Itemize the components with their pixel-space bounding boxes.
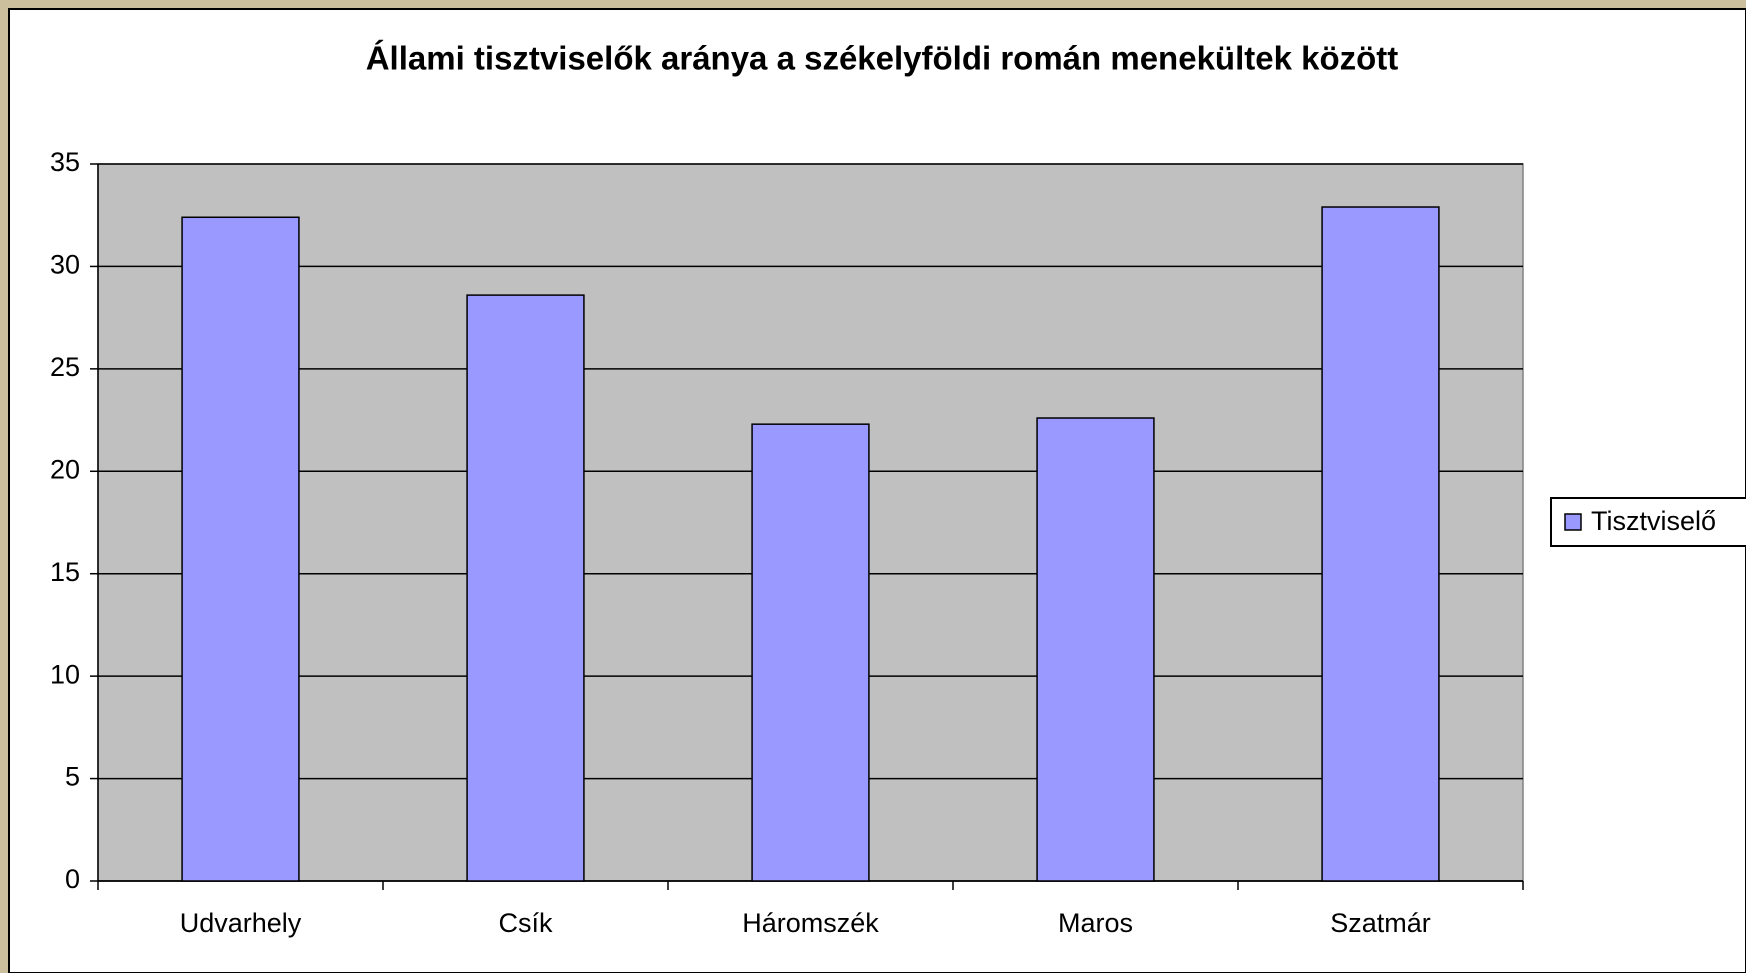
y-tick-label: 15 (50, 557, 80, 587)
x-tick-label: Udvarhely (180, 908, 302, 938)
y-tick-label: 5 (65, 762, 80, 792)
bar (181, 216, 300, 882)
y-tick-label: 10 (50, 659, 80, 689)
bar (1036, 417, 1155, 882)
x-tick-label: Szatmár (1330, 908, 1431, 938)
chart-title: Állami tisztviselők aránya a székelyföld… (366, 40, 1399, 77)
y-tick-label: 30 (50, 250, 80, 280)
y-tick-label: 20 (50, 454, 80, 484)
y-tick-label: 25 (50, 352, 80, 382)
x-tick-label: Háromszék (742, 908, 879, 938)
bar (466, 294, 585, 882)
x-tick-label: Maros (1058, 908, 1133, 938)
x-tick-label: Csík (499, 908, 554, 938)
bar (1321, 206, 1440, 882)
legend-swatch (1564, 513, 1582, 531)
legend-label: Tisztviselő (1591, 506, 1716, 536)
bar (751, 423, 870, 882)
legend-box (1550, 497, 1746, 547)
y-tick-label: 0 (65, 864, 80, 894)
y-tick-label: 35 (50, 147, 80, 177)
